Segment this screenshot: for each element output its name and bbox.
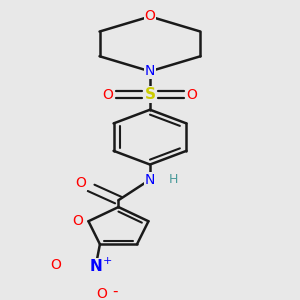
Text: N: N	[145, 172, 155, 187]
Text: O: O	[145, 10, 155, 23]
Text: O: O	[187, 88, 197, 102]
Text: N: N	[89, 259, 102, 274]
Text: S: S	[145, 87, 155, 102]
Text: +: +	[103, 256, 112, 266]
Text: O: O	[75, 176, 86, 190]
Text: H: H	[168, 173, 178, 186]
Text: O: O	[50, 258, 61, 272]
Text: O: O	[103, 88, 113, 102]
Text: O: O	[73, 214, 83, 228]
Text: N: N	[145, 64, 155, 78]
Text: -: -	[113, 284, 118, 299]
Text: O: O	[97, 286, 107, 300]
